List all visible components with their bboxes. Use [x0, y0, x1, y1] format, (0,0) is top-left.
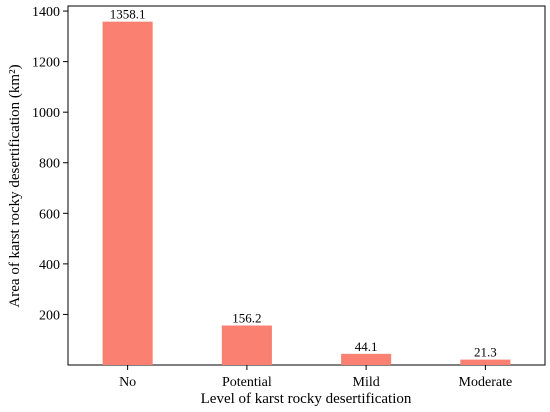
y-tick-label-1000: 1000	[32, 106, 60, 121]
bar-potential	[221, 325, 272, 365]
y-axis-title: Area of karst rocky desertification (km²…	[7, 64, 23, 307]
y-axis-ticks: 200 400 600 800 1000 1200 1400	[32, 5, 68, 323]
y-tick-label-400: 400	[39, 258, 60, 273]
data-label-no: 1358.1	[110, 7, 146, 22]
x-axis-title: Level of karst rocky desertification	[201, 391, 412, 407]
y-tick-label-600: 600	[39, 207, 60, 222]
plot-area	[67, 5, 546, 366]
data-label-mild: 44.1	[355, 339, 378, 354]
y-tick-label-1400: 1400	[32, 5, 60, 20]
bar-mild	[341, 353, 392, 365]
y-tick-label-800: 800	[39, 157, 60, 172]
x-tick-label-no: No	[119, 375, 136, 390]
data-label-moderate: 21.3	[474, 345, 497, 360]
data-label-potential: 156.2	[232, 311, 261, 326]
y-tick-label-1200: 1200	[32, 56, 60, 71]
x-tick-label-mild: Mild	[353, 375, 380, 390]
bar-no	[102, 21, 153, 366]
bar-moderate	[460, 359, 511, 365]
y-tick-label-200: 200	[39, 308, 60, 323]
bar-labels-group: 1358.1 156.2 44.1 21.3	[110, 7, 497, 360]
x-tick-label-moderate: Moderate	[459, 375, 513, 390]
x-tick-label-potential: Potential	[222, 375, 272, 390]
x-axis-ticks: No Potential Mild Moderate	[119, 365, 512, 390]
bars-group	[102, 21, 511, 366]
